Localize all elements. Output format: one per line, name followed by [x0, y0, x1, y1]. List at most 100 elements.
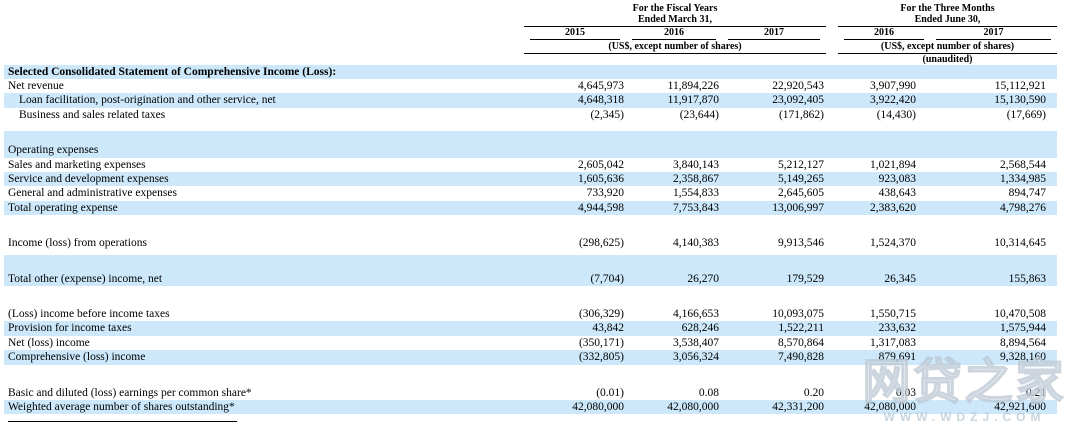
row-label: Basic and diluted (loss) earnings per co… — [8, 386, 252, 399]
fiscal-unit-note: (US$, except number of shares) — [524, 40, 826, 54]
table-row: Selected Consolidated Statement of Compr… — [4, 64, 1058, 79]
row-label: Total operating expense — [4, 200, 524, 216]
value-cell: 26,345 — [838, 271, 930, 286]
value-cell: 15,112,921 — [994, 79, 1047, 92]
value-cell: 42,080,000 — [524, 400, 626, 415]
audit-note-row: (unaudited) — [4, 53, 1057, 65]
value-cell: 8,570,864 — [778, 336, 824, 349]
value-cell: 5,212,127 — [778, 158, 824, 171]
group-gap-cell — [826, 321, 838, 336]
table-row: Total other (expense) income, net (7,704)… — [4, 271, 1058, 286]
table-row: Comprehensive (loss) income (332,805) 3,05… — [4, 350, 1058, 365]
spacer-row — [4, 286, 1057, 307]
value-cell: 1,605,636 — [524, 171, 626, 187]
group-gap-cell — [826, 336, 838, 350]
table-row: (Loss) income before income taxes (306,32… — [4, 307, 1057, 321]
value-cell: 155,863 — [930, 271, 1058, 286]
value-cell — [838, 64, 930, 79]
value-cell — [524, 64, 626, 79]
fiscal-group-title-line2: Ended March 31, — [638, 13, 712, 25]
table-header: For the Fiscal Years Ended March 31, For… — [4, 2, 1058, 65]
value-cell: 42,331,200 — [722, 400, 826, 415]
row-label: Selected Consolidated Statement of Compr… — [4, 64, 524, 79]
value-cell: 22,920,543 — [772, 79, 824, 92]
value-cell: 11,894,226 — [667, 79, 719, 92]
group-gap-cell — [826, 386, 838, 400]
row-label: Provision for income taxes — [4, 321, 524, 336]
value-cell: 11,917,870 — [626, 93, 722, 108]
spacer-cell — [4, 122, 1058, 144]
table-row: Sales and marketing expenses 2,605,042 3,8… — [4, 158, 1057, 172]
value-cell: 628,246 — [626, 321, 722, 336]
value-cell: 5,149,265 — [722, 171, 826, 187]
spacer-cell — [4, 250, 1058, 272]
value-cell: 0.08 — [698, 386, 719, 399]
unaudited-note: (unaudited) — [922, 53, 973, 65]
row-label: (Loss) income before income taxes — [8, 307, 170, 320]
value-cell — [722, 64, 826, 79]
value-cell: (171,862) — [778, 108, 824, 121]
unit-note-row: (US$, except number of shares) (US$, exc… — [4, 40, 1058, 54]
value-cell: (17,669) — [1006, 108, 1047, 121]
row-label: Net revenue — [8, 79, 64, 92]
value-cell: 233,632 — [838, 321, 930, 336]
value-cell: 1,334,985 — [930, 171, 1058, 187]
col-header-fy2016: 2016 — [626, 26, 722, 40]
row-label: Business and sales related taxes — [19, 108, 166, 121]
value-cell: 923,083 — [838, 171, 930, 187]
value-cell: 42,080,000 — [626, 400, 722, 415]
value-cell: 8,894,564 — [1000, 336, 1047, 349]
row-label: Weighted average number of shares outsta… — [4, 400, 524, 415]
spacer-cell — [4, 365, 1057, 386]
value-cell: 0.20 — [803, 386, 824, 399]
fiscal-years-group-header: For the Fiscal Years Ended March 31, — [524, 2, 826, 27]
row-label: General and administrative expenses — [8, 187, 177, 200]
value-cell — [930, 64, 1058, 79]
value-cell: 879,691 — [838, 350, 930, 365]
group-gap-cell — [826, 236, 838, 250]
value-cell — [722, 143, 826, 158]
value-cell: 1,522,211 — [722, 321, 826, 336]
group-gap-cell — [826, 64, 838, 79]
value-cell: (23,644) — [679, 108, 719, 121]
three-months-group-header: For the Three Months Ended June 30, — [838, 2, 1058, 27]
value-cell — [930, 143, 1058, 158]
col-header-q2016: 2016 — [838, 26, 930, 40]
table-row: General and administrative expenses 733,9… — [4, 186, 1057, 200]
quarter-unit-note: (US$, except number of shares) — [838, 40, 1058, 54]
value-cell: 1,550,715 — [870, 307, 916, 320]
value-cell — [524, 143, 626, 158]
group-gap-cell — [826, 200, 838, 216]
value-cell: 43,842 — [524, 321, 626, 336]
value-cell: 4,166,653 — [673, 307, 719, 320]
row-label: Operating expenses — [4, 143, 524, 158]
col-header-fy2017: 2017 — [722, 26, 826, 40]
group-gap-cell — [826, 93, 838, 108]
value-cell: 42,080,000 — [838, 400, 930, 415]
value-cell — [626, 64, 722, 79]
group-gap-cell — [826, 79, 838, 93]
group-gap-cell — [826, 158, 838, 172]
value-cell: (2,345) — [590, 108, 624, 121]
table-row: Total operating expense 4,944,598 7,753,84… — [4, 200, 1058, 216]
value-cell: 894,747 — [1008, 187, 1047, 200]
group-gap-cell — [826, 171, 838, 187]
value-cell: 733,920 — [586, 187, 624, 200]
table-row: Net revenue 4,645,973 11,894,226 22,920,543… — [4, 79, 1057, 93]
value-cell: 1,575,944 — [930, 321, 1058, 336]
footnote-divider — [8, 421, 237, 422]
value-cell: 179,529 — [722, 271, 826, 286]
value-cell: 23,092,405 — [722, 93, 826, 108]
group-gap-cell — [826, 186, 838, 200]
year-header-row: 2015 2016 2017 2016 2017 — [4, 26, 1058, 40]
value-cell: (14,430) — [876, 108, 916, 121]
col-header-fy2015: 2015 — [524, 26, 626, 40]
value-cell: 15,130,590 — [930, 93, 1058, 108]
value-cell: 438,643 — [878, 187, 916, 200]
value-cell: (0.01) — [596, 386, 624, 399]
value-cell: 2,605,042 — [578, 158, 624, 171]
value-cell: 3,538,407 — [673, 336, 719, 349]
value-cell: (298,625) — [578, 237, 624, 250]
group-gap-cell — [826, 307, 838, 321]
group-title-row: For the Fiscal Years Ended March 31, For… — [4, 2, 1058, 27]
